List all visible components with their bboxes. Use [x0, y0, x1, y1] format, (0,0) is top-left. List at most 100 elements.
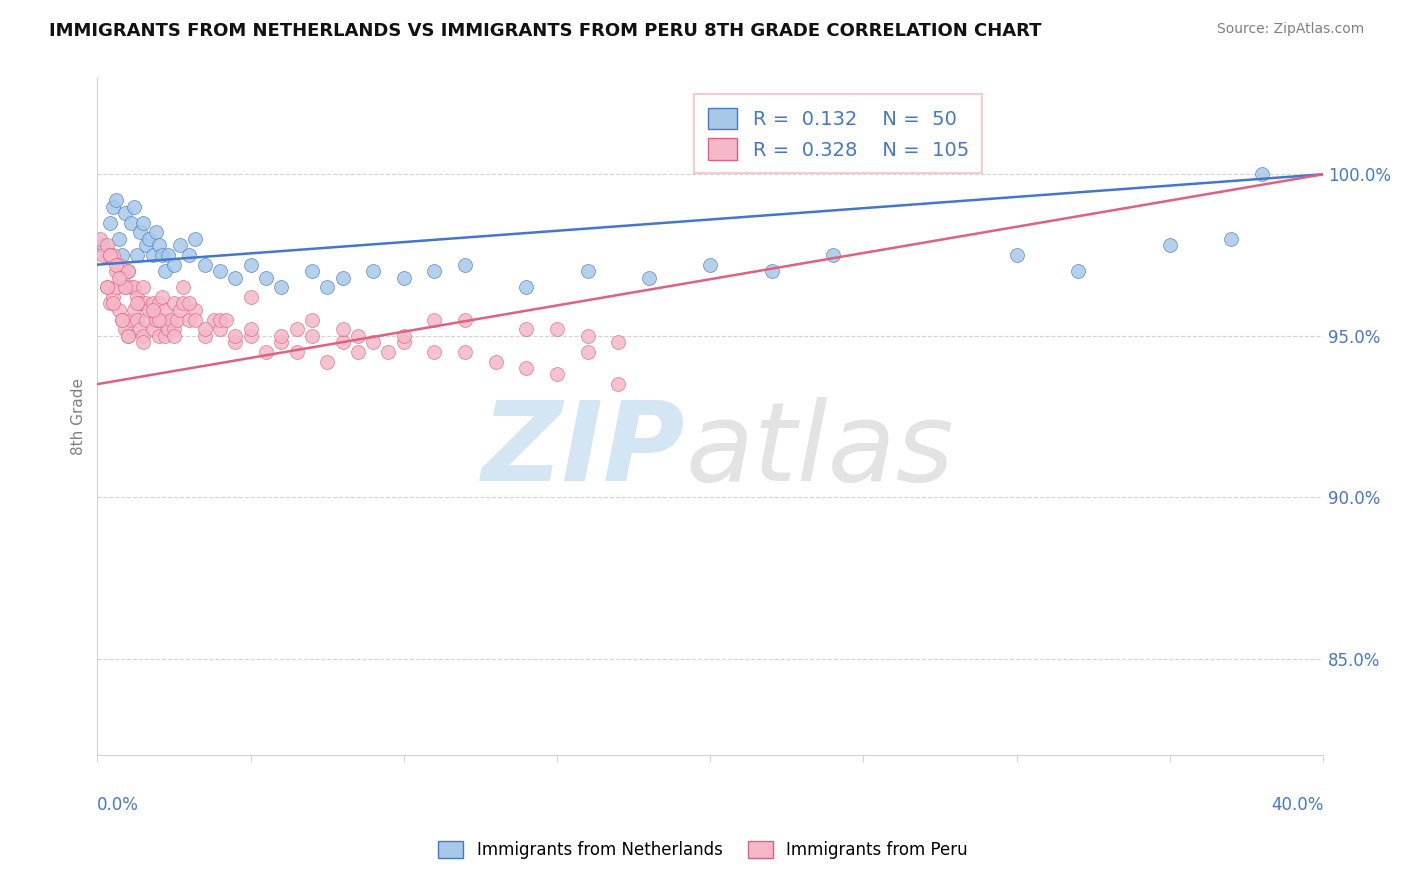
- Point: [148, 238, 170, 252]
- Point: [546, 368, 568, 382]
- Point: [208, 312, 231, 326]
- Point: [392, 270, 415, 285]
- Point: [104, 258, 127, 272]
- Point: [224, 335, 246, 350]
- Point: [184, 232, 207, 246]
- Point: [179, 312, 201, 326]
- Point: [153, 264, 176, 278]
- Point: [638, 270, 661, 285]
- Point: [546, 322, 568, 336]
- Point: [148, 328, 170, 343]
- Point: [166, 312, 188, 326]
- Point: [163, 322, 186, 336]
- Point: [607, 377, 630, 392]
- Point: [114, 280, 136, 294]
- Text: Source: ZipAtlas.com: Source: ZipAtlas.com: [1216, 22, 1364, 37]
- Point: [607, 335, 630, 350]
- Point: [270, 328, 292, 343]
- Point: [153, 328, 176, 343]
- Point: [454, 344, 477, 359]
- Point: [132, 216, 155, 230]
- Point: [93, 238, 115, 252]
- Point: [377, 344, 399, 359]
- Point: [347, 344, 370, 359]
- Point: [122, 302, 145, 317]
- Point: [138, 302, 160, 317]
- Point: [114, 322, 136, 336]
- Point: [239, 328, 262, 343]
- Point: [127, 296, 149, 310]
- Point: [423, 264, 446, 278]
- Point: [179, 248, 201, 262]
- Point: [93, 248, 115, 262]
- Point: [117, 264, 139, 278]
- Point: [111, 270, 134, 285]
- Point: [208, 322, 231, 336]
- Point: [132, 280, 155, 294]
- Point: [120, 280, 142, 294]
- Point: [122, 280, 145, 294]
- Point: [135, 296, 157, 310]
- Point: [423, 312, 446, 326]
- Point: [332, 335, 354, 350]
- Point: [194, 322, 217, 336]
- Point: [239, 322, 262, 336]
- Point: [111, 312, 134, 326]
- Point: [163, 258, 186, 272]
- Point: [107, 270, 129, 285]
- Point: [132, 335, 155, 350]
- Point: [1159, 238, 1181, 252]
- Point: [127, 248, 149, 262]
- Point: [361, 264, 384, 278]
- Text: IMMIGRANTS FROM NETHERLANDS VS IMMIGRANTS FROM PERU 8TH GRADE CORRELATION CHART: IMMIGRANTS FROM NETHERLANDS VS IMMIGRANT…: [49, 22, 1042, 40]
- Point: [515, 361, 537, 376]
- Point: [141, 302, 163, 317]
- Point: [270, 335, 292, 350]
- Point: [361, 335, 384, 350]
- Point: [127, 290, 149, 304]
- Point: [301, 312, 323, 326]
- Point: [332, 270, 354, 285]
- Point: [454, 312, 477, 326]
- Point: [141, 322, 163, 336]
- Point: [111, 248, 134, 262]
- Point: [423, 344, 446, 359]
- Point: [107, 302, 129, 317]
- Point: [96, 280, 118, 294]
- Point: [194, 258, 217, 272]
- Point: [96, 248, 118, 262]
- Point: [254, 270, 277, 285]
- Point: [301, 264, 323, 278]
- Point: [576, 328, 599, 343]
- Legend: Immigrants from Netherlands, Immigrants from Peru: Immigrants from Netherlands, Immigrants …: [432, 834, 974, 866]
- Point: [392, 335, 415, 350]
- Point: [117, 264, 139, 278]
- Point: [120, 312, 142, 326]
- Point: [150, 312, 173, 326]
- Point: [107, 232, 129, 246]
- Point: [135, 238, 157, 252]
- Point: [101, 200, 124, 214]
- Point: [138, 232, 160, 246]
- Point: [107, 258, 129, 272]
- Point: [101, 296, 124, 310]
- Point: [761, 264, 783, 278]
- Point: [1067, 264, 1090, 278]
- Point: [515, 280, 537, 294]
- Point: [254, 344, 277, 359]
- Point: [184, 302, 207, 317]
- Point: [129, 226, 152, 240]
- Point: [163, 296, 186, 310]
- Point: [96, 238, 118, 252]
- Point: [101, 290, 124, 304]
- Point: [114, 280, 136, 294]
- Point: [699, 258, 721, 272]
- Point: [285, 322, 308, 336]
- Point: [127, 312, 149, 326]
- Point: [172, 280, 194, 294]
- Point: [392, 328, 415, 343]
- Point: [179, 296, 201, 310]
- Point: [347, 328, 370, 343]
- Point: [1250, 167, 1272, 181]
- Point: [104, 193, 127, 207]
